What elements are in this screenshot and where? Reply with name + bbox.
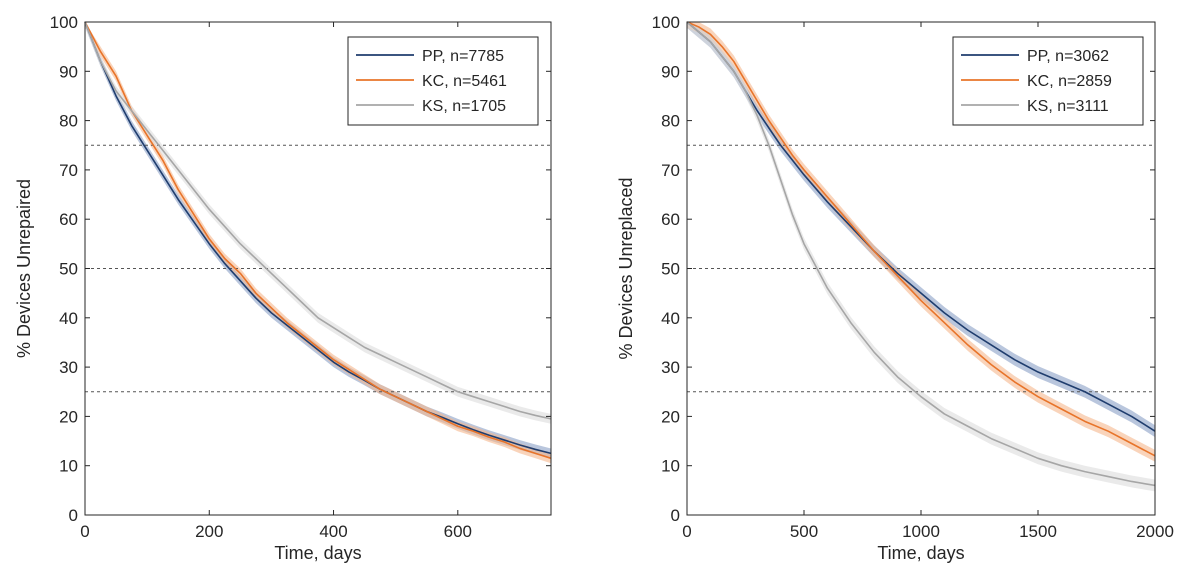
y-axis-label: % Devices Unrepaired — [14, 179, 34, 358]
x-tick-label: 0 — [682, 522, 691, 541]
y-tick-label: 20 — [661, 407, 680, 426]
legend-label-2: KS, n=1705 — [422, 98, 506, 115]
y-tick-label: 40 — [59, 309, 78, 328]
y-tick-label: 0 — [671, 506, 680, 525]
y-tick-label: 100 — [50, 13, 78, 32]
y-tick-label: 60 — [661, 210, 680, 229]
x-tick-label: 1500 — [1019, 522, 1057, 541]
y-tick-label: 20 — [59, 407, 78, 426]
series-line-1 — [84, 21, 552, 460]
y-tick-label: 100 — [652, 13, 680, 32]
x-tick-label: 1000 — [902, 522, 940, 541]
y-tick-label: 0 — [69, 506, 78, 525]
legend: PP, n=3062 KC, n=2859 KS, n=3111 — [952, 36, 1144, 126]
x-tick-label: 600 — [444, 522, 472, 541]
legend-label-0: PP, n=3062 — [1027, 48, 1109, 65]
x-tick-label: 400 — [319, 522, 347, 541]
y-tick-label: 70 — [661, 161, 680, 180]
series-line-2 — [686, 21, 1156, 487]
y-tick-label: 80 — [661, 112, 680, 131]
y-tick-label: 70 — [59, 161, 78, 180]
legend: PP, n=7785 KC, n=5461 KS, n=1705 — [347, 36, 539, 126]
legend-label-1: KC, n=5461 — [422, 73, 507, 90]
series-line-1 — [686, 21, 1156, 457]
x-axis-label: Time, days — [274, 543, 361, 563]
series-line-0 — [84, 21, 552, 455]
y-tick-label: 60 — [59, 210, 78, 229]
legend-label-2: KS, n=3111 — [1027, 98, 1109, 115]
x-tick-label: 0 — [80, 522, 89, 541]
x-tick-label: 200 — [195, 522, 223, 541]
x-tick-label: 2000 — [1136, 522, 1174, 541]
left-chart-unrepaired: 0 10 20 30 40 50 60 70 80 90 100 0 200 400 600 Time, da… — [14, 13, 552, 563]
y-axis-label: % Devices Unreplaced — [616, 177, 636, 359]
y-tick-label: 50 — [59, 260, 78, 279]
y-tick-label: 90 — [661, 62, 680, 81]
series-line-2 — [84, 21, 552, 420]
x-axis-label: Time, days — [877, 543, 964, 563]
legend-label-0: PP, n=7785 — [422, 48, 504, 65]
y-tick-label: 80 — [59, 112, 78, 131]
legend-box — [347, 36, 539, 126]
y-tick-label: 40 — [661, 309, 680, 328]
x-tick-label: 500 — [790, 522, 818, 541]
y-tick-label: 30 — [661, 358, 680, 377]
y-tick-label: 10 — [59, 457, 78, 476]
legend-label-1: KC, n=2859 — [1027, 73, 1112, 90]
y-tick-label: 10 — [661, 457, 680, 476]
y-tick-label: 30 — [59, 358, 78, 377]
y-tick-label: 90 — [59, 62, 78, 81]
y-tick-label: 50 — [661, 260, 680, 279]
legend-box — [952, 36, 1144, 126]
